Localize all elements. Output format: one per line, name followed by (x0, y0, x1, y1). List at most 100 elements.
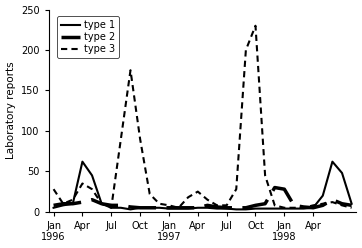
type 1 (157, 206, 161, 209)
type 1 (302, 207, 306, 210)
type 1 (253, 207, 258, 210)
type 1 (138, 206, 142, 209)
type 1 (148, 206, 152, 209)
type 2 (119, 204, 123, 207)
Line: type 3: type 3 (54, 26, 352, 208)
type 1 (205, 206, 210, 209)
type 3 (330, 201, 334, 204)
type 2 (205, 204, 210, 207)
type 3 (340, 204, 344, 207)
type 2 (167, 206, 171, 209)
type 2 (176, 206, 181, 209)
type 1 (311, 206, 315, 209)
type 1 (224, 207, 229, 210)
type 1 (244, 208, 248, 211)
type 1 (340, 172, 344, 175)
type 1 (349, 202, 354, 205)
type 2 (311, 206, 315, 209)
type 2 (340, 202, 344, 205)
Y-axis label: Laboratory reports: Laboratory reports (5, 62, 16, 159)
type 2 (215, 206, 219, 209)
type 2 (195, 206, 200, 209)
type 3 (195, 190, 200, 193)
type 1 (109, 206, 113, 209)
type 2 (109, 204, 113, 207)
type 2 (157, 206, 161, 209)
type 3 (263, 174, 267, 177)
type 1 (330, 160, 334, 163)
type 2 (330, 198, 334, 201)
type 1 (282, 207, 286, 210)
type 3 (80, 182, 85, 185)
type 1 (167, 207, 171, 210)
type 2 (138, 206, 142, 209)
type 2 (282, 188, 286, 191)
type 2 (302, 206, 306, 209)
type 1 (119, 206, 123, 209)
type 3 (148, 192, 152, 195)
type 2 (100, 202, 104, 205)
type 1 (273, 207, 277, 210)
type 1 (51, 206, 56, 209)
type 2 (128, 206, 132, 209)
type 3 (176, 206, 181, 209)
type 1 (186, 207, 190, 210)
type 3 (119, 137, 123, 140)
type 2 (321, 204, 325, 207)
type 3 (61, 202, 66, 205)
type 1 (263, 207, 267, 210)
type 1 (321, 194, 325, 197)
type 1 (90, 174, 94, 177)
type 3 (128, 69, 132, 72)
type 2 (253, 204, 258, 207)
type 3 (349, 206, 354, 209)
type 3 (51, 188, 56, 191)
type 1 (292, 207, 296, 210)
type 1 (215, 207, 219, 210)
type 3 (273, 204, 277, 207)
Legend: type 1, type 2, type 3: type 1, type 2, type 3 (57, 16, 119, 58)
type 3 (302, 206, 306, 209)
type 1 (71, 202, 75, 205)
type 3 (292, 206, 296, 209)
type 1 (80, 160, 85, 163)
type 1 (234, 208, 239, 211)
type 2 (224, 206, 229, 209)
type 1 (61, 204, 66, 207)
type 2 (61, 202, 66, 205)
type 3 (244, 49, 248, 52)
type 2 (148, 206, 152, 209)
type 1 (176, 207, 181, 210)
type 3 (71, 198, 75, 201)
type 3 (100, 202, 104, 205)
type 3 (282, 206, 286, 209)
type 3 (224, 204, 229, 207)
type 2 (244, 206, 248, 209)
type 1 (195, 206, 200, 209)
type 3 (138, 137, 142, 140)
type 1 (100, 202, 104, 205)
type 2 (349, 204, 354, 207)
type 3 (234, 188, 239, 191)
type 3 (167, 204, 171, 207)
type 3 (321, 202, 325, 205)
type 2 (292, 204, 296, 207)
type 3 (253, 24, 258, 27)
type 2 (51, 204, 56, 207)
type 3 (109, 206, 113, 209)
type 2 (71, 202, 75, 205)
type 3 (90, 188, 94, 191)
Line: type 1: type 1 (54, 162, 352, 209)
type 1 (128, 208, 132, 211)
type 2 (90, 198, 94, 201)
type 3 (205, 198, 210, 201)
type 2 (234, 206, 239, 209)
type 3 (157, 202, 161, 205)
type 3 (215, 204, 219, 207)
type 2 (273, 186, 277, 189)
type 2 (80, 201, 85, 204)
type 3 (186, 196, 190, 199)
type 2 (186, 206, 190, 209)
type 2 (263, 202, 267, 205)
type 3 (311, 204, 315, 207)
